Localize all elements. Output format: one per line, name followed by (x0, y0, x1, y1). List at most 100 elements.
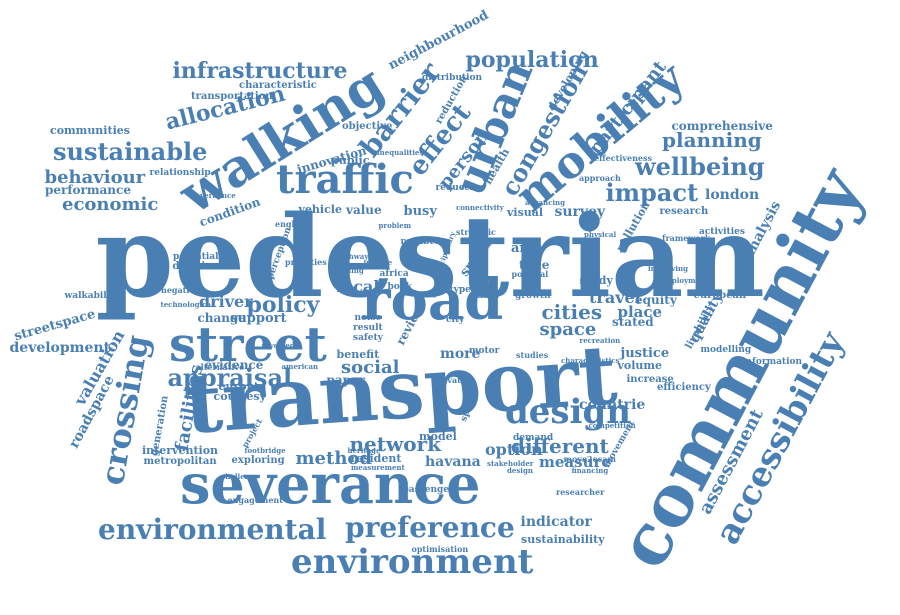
word-population: population (465, 47, 599, 73)
word-measurement: measurement (351, 462, 405, 472)
word-type: type (449, 284, 471, 295)
word-traffic: traffic (276, 156, 414, 203)
word-justice: justice (620, 345, 670, 361)
word-preference: preference (345, 511, 515, 544)
word-result: result (353, 322, 383, 333)
word-africa: africa (379, 268, 409, 279)
word-severance: severance (180, 452, 481, 516)
word-move2ccam: move2ccam (563, 454, 617, 464)
word-advancing: advancing (525, 197, 566, 207)
word-europe: europe (218, 379, 262, 393)
word-sustainability: sustainability (521, 532, 605, 546)
word-policy: policy (246, 292, 320, 318)
word-demand: demand (513, 432, 554, 443)
word-space: space (539, 319, 597, 340)
word-modelling: modelling (700, 344, 752, 355)
word-distribution: distribution (422, 72, 483, 83)
word-inequalities: inequalities (377, 147, 424, 157)
word-negative: negative (161, 285, 200, 295)
word-england: england (275, 219, 312, 229)
word-environment: environment (291, 542, 534, 582)
word-time: time (519, 258, 550, 272)
word-financing: financing (571, 465, 609, 475)
word-characteristic: characteristic (239, 80, 317, 91)
word-footbridge: footbridge (244, 445, 286, 455)
word-heritage: heritage (347, 445, 381, 455)
word-design: design (507, 465, 533, 475)
word-method: method (295, 448, 373, 469)
word-behaviour: behaviour (44, 167, 146, 188)
word-paper: paper (326, 373, 366, 387)
word-stated: stated (612, 315, 654, 329)
word-decision: decision (172, 261, 220, 272)
word-driver: driver (199, 292, 253, 311)
word-stakeholder: stakeholder (487, 458, 534, 468)
word-noise: noise (354, 312, 382, 323)
word-effectiveness: effectiveness (594, 153, 653, 163)
word-technological: technological (160, 299, 214, 309)
word-pedestrian: pedestrian (95, 192, 765, 323)
word-area: area (511, 240, 543, 256)
word-benefit: benefit (336, 347, 380, 361)
word-equity: equity (635, 293, 677, 307)
word-researcher: researcher (556, 487, 605, 497)
word-alternative: alternative (195, 362, 245, 372)
word-european: european (693, 290, 747, 301)
word-network: network (349, 432, 441, 456)
word-courtesy: courtesy (213, 389, 267, 403)
word-approach: approach (579, 173, 621, 183)
word-change: change (197, 311, 247, 325)
word-planning: planning (662, 128, 762, 152)
word-problem: problem (378, 220, 412, 230)
word-vehicle: vehicle (298, 202, 342, 216)
word-cities: cities (541, 300, 603, 324)
word-economic: economic (62, 194, 159, 215)
word-characteristics: characteristics (561, 355, 620, 365)
word-revealed: revealed (261, 340, 295, 350)
word-support: support (230, 310, 287, 326)
word-communities: communities (50, 123, 130, 137)
word-place: place (617, 302, 663, 321)
word-growth: growth (515, 290, 551, 301)
word-metropolitan: metropolitan (143, 456, 217, 467)
word-exploring: exploring (231, 455, 285, 466)
word-busy: busy (403, 203, 437, 219)
word-wellbeing: wellbeing (635, 152, 765, 181)
word-number: number (400, 236, 440, 247)
word-priorities: priorities (285, 257, 327, 267)
word-local: local (336, 277, 380, 296)
word-book: book (387, 281, 413, 292)
word-efficiency: efficiency (657, 382, 711, 393)
word-private: private (434, 375, 466, 385)
word-research: research (659, 206, 709, 217)
word-infrastructure: infrastructure (172, 58, 348, 84)
word-comprehensive: comprehensive (671, 119, 773, 133)
word-relationship: relationship (149, 167, 211, 178)
word-countrie: countrie (579, 397, 646, 413)
word-optimisation: optimisation (411, 544, 469, 554)
word-model: model (419, 429, 457, 443)
word-competition: competition (588, 420, 636, 430)
word-different: different (511, 434, 609, 458)
word-intervention: intervention (142, 443, 219, 457)
word-measure: measure (539, 452, 611, 471)
word-governance: governance (190, 190, 236, 200)
word-objective: objective (342, 121, 393, 132)
word-finding: finding (336, 265, 364, 275)
word-london: london (705, 187, 760, 203)
word-road: road (361, 267, 504, 333)
word-resident: resident (350, 451, 402, 465)
word-improving: improving (648, 263, 689, 273)
word-passenger: passenger (402, 484, 454, 495)
word-engagement: engagement (227, 495, 283, 505)
word-social: social (341, 357, 400, 378)
word-safety: safety (353, 332, 383, 343)
word-challenge: challenge (221, 471, 260, 481)
word-reducer: reducer (435, 182, 475, 193)
word-impact: impact (605, 178, 699, 207)
word-environmental: environmental (98, 513, 327, 546)
word-street: street (169, 317, 327, 373)
word-strategic: strategic (456, 227, 496, 237)
word-appraisal: appraisal (167, 363, 293, 392)
